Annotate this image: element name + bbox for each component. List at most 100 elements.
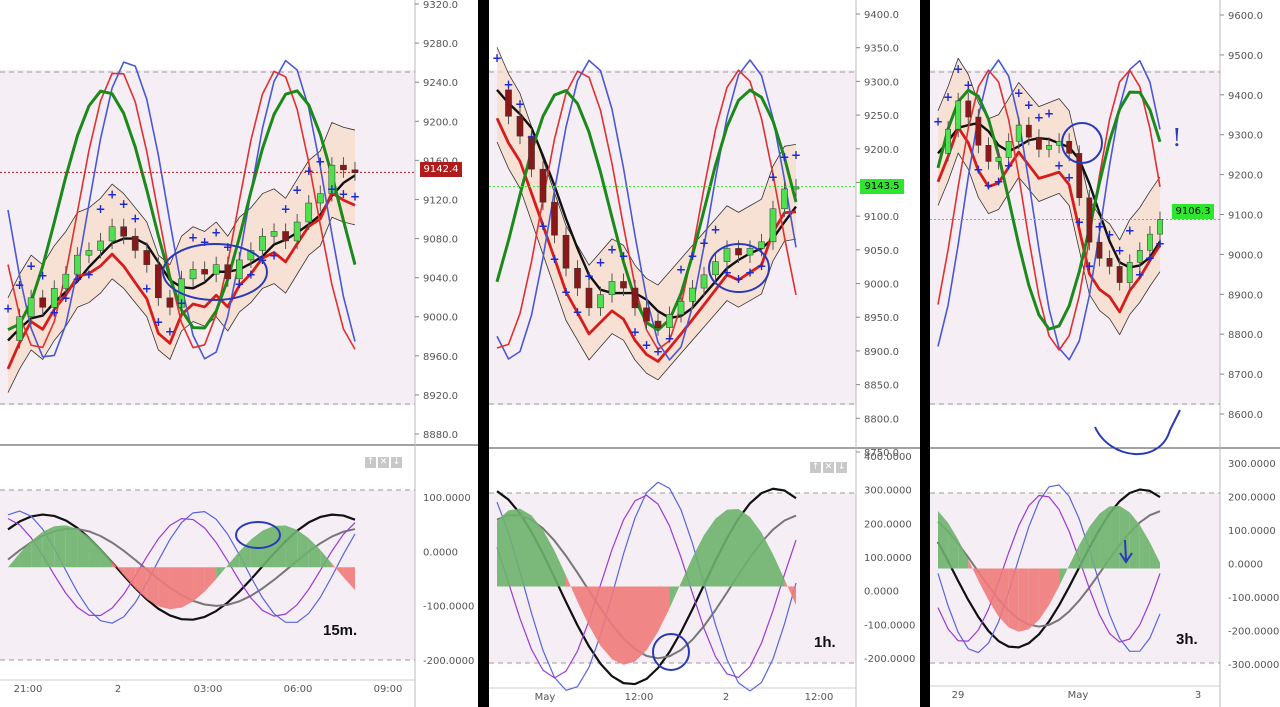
histogram-bar — [635, 586, 647, 662]
histogram-bar — [227, 551, 240, 568]
sar-marker: + — [1145, 251, 1155, 265]
histogram-bar — [88, 536, 101, 568]
candle-down — [585, 287, 593, 309]
osc-fast-line — [7, 510, 356, 624]
price-tick-label: 8920.0 — [423, 391, 458, 402]
timeframe-label: 15m. — [323, 622, 358, 639]
histogram-bar — [8, 553, 20, 568]
histogram-bar — [1129, 512, 1140, 569]
price-tick-label: 8880.0 — [423, 430, 458, 441]
candle-up — [85, 250, 93, 256]
sar-marker: + — [165, 324, 175, 338]
candle-down — [1086, 197, 1093, 243]
histogram-bar — [750, 517, 762, 587]
price-tick-label: 9120.0 — [423, 195, 458, 206]
sar-marker: + — [973, 162, 983, 176]
candle-up — [677, 301, 685, 315]
osc-tick-label: -100.0000 — [864, 620, 915, 631]
price-tick-label: 8900.0 — [864, 347, 899, 358]
histogram-bar — [508, 508, 520, 587]
histogram-bar — [998, 568, 1009, 628]
annotation-arrow — [1094, 409, 1181, 455]
candle-up — [597, 294, 604, 309]
move-up-icon[interactable]: ↑ — [365, 457, 376, 468]
osc-tick-label: -100.0000 — [423, 602, 474, 613]
sar-marker: + — [745, 265, 755, 279]
price-tick-label: 9080.0 — [423, 235, 458, 246]
histogram-bar — [543, 529, 555, 587]
sar-marker: + — [561, 285, 571, 299]
candle-up — [293, 221, 301, 242]
sar-marker: + — [38, 268, 48, 282]
move-up-icon[interactable]: ↑ — [810, 462, 821, 473]
time-tick-label: 09:00 — [374, 684, 403, 695]
candle-up — [305, 202, 313, 223]
price-tick-label: 9000.0 — [423, 313, 458, 324]
sar-marker: + — [3, 301, 13, 315]
candle-down — [1025, 124, 1032, 138]
sar-marker: + — [1074, 215, 1084, 229]
price-tick-label: 8750.0 — [864, 448, 899, 459]
time-tick-label: 21:00 — [14, 684, 43, 695]
candle-up — [1056, 141, 1062, 146]
candle-up — [316, 193, 324, 204]
candle-down — [39, 297, 47, 308]
candle-down — [351, 169, 359, 173]
sar-marker: + — [653, 345, 663, 359]
sar-marker: + — [223, 240, 233, 254]
histogram-bar — [42, 526, 55, 568]
histogram-bar — [612, 586, 624, 665]
candle-down — [1076, 153, 1083, 199]
histogram-bar — [669, 582, 681, 609]
timeframe-label: 3h. — [1176, 631, 1198, 648]
candle-up — [781, 188, 788, 210]
time-tick-label: May — [1068, 690, 1089, 701]
sar-marker: + — [1155, 237, 1165, 251]
sar-marker: + — [664, 331, 674, 345]
move-down-icon[interactable]: ↓ — [391, 457, 402, 468]
candle-down — [654, 320, 662, 328]
sar-marker: + — [699, 236, 709, 250]
sar-marker: + — [983, 178, 993, 192]
price-tick-label: 9320.0 — [423, 0, 458, 11]
candle-down — [1066, 141, 1073, 154]
sar-marker: + — [733, 272, 743, 286]
histogram-bar — [1028, 568, 1039, 630]
window-buttons[interactable]: ↑ ✕ ↓ — [810, 462, 847, 473]
fast-blue-line — [937, 59, 1161, 361]
sar-marker: + — [641, 338, 651, 352]
histogram-bar — [1079, 526, 1090, 569]
sar-marker: + — [1125, 223, 1135, 237]
move-down-icon[interactable]: ↓ — [836, 462, 847, 473]
histogram-bar — [577, 586, 589, 626]
histogram-bar — [1119, 505, 1130, 569]
chart-15m-svg: 9320.0 9280.0 9240.0 9200.0 9160.0 9120.0 9080… — [0, 0, 478, 707]
sar-marker: + — [327, 182, 337, 196]
sar-marker: + — [538, 219, 548, 233]
last-price-badge: 9106.3 — [1172, 204, 1214, 219]
sar-marker: + — [756, 259, 766, 273]
histogram-bar — [1049, 568, 1060, 606]
sar-marker: + — [791, 148, 801, 162]
candle-up — [259, 235, 266, 251]
sar-marker: + — [1004, 158, 1014, 172]
candle-up — [1046, 145, 1052, 150]
histogram-bar — [1008, 568, 1019, 632]
sar-marker: + — [281, 202, 291, 216]
time-tick-label: 06:00 — [284, 684, 313, 695]
candle-up — [955, 100, 962, 130]
histogram-bar — [727, 509, 739, 587]
osc-purple-line — [7, 517, 356, 617]
candle-down — [1116, 266, 1123, 283]
close-icon[interactable]: ✕ — [378, 457, 389, 468]
window-buttons[interactable]: ↑ ✕ ↓ — [365, 457, 402, 468]
sar-marker: + — [1064, 170, 1074, 184]
histogram-bar — [135, 567, 147, 600]
candle-up — [27, 297, 35, 318]
close-icon[interactable]: ✕ — [823, 462, 834, 473]
sar-marker: + — [72, 272, 82, 286]
price-tick-label: 8800.0 — [864, 414, 899, 425]
sar-marker: + — [1105, 227, 1115, 241]
sar-marker: + — [1014, 86, 1024, 100]
price-tick-label: 9000.0 — [1228, 250, 1263, 261]
